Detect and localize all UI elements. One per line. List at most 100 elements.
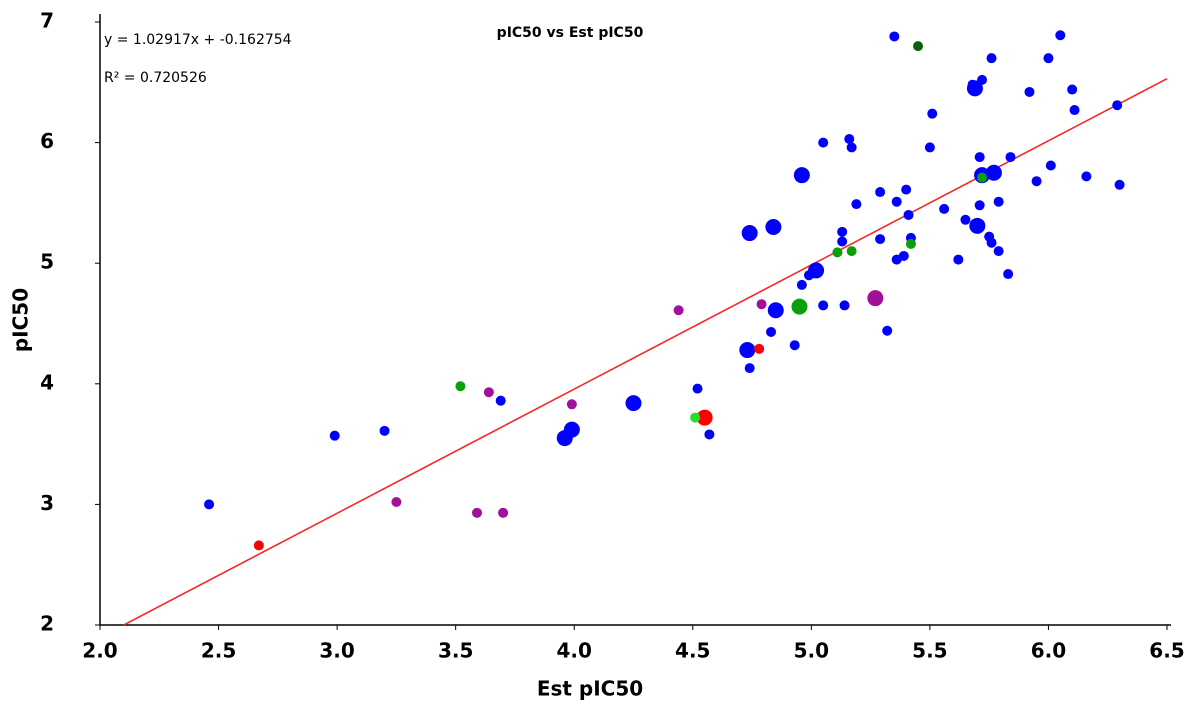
point [966,80,983,97]
point [379,425,390,436]
point [837,226,848,237]
point [985,164,1002,181]
point [1003,269,1014,280]
x-axis-title: Est pIC50 [537,677,643,701]
point [765,219,782,236]
point [905,238,916,249]
point [204,499,215,510]
point [846,142,857,153]
point [903,209,914,220]
annotation: y = 1.02917x + -0.162754 [104,32,292,48]
x-tick-label: 5.0 [794,639,829,663]
point [837,236,848,247]
y-tick-label: 4 [40,370,54,394]
point [960,214,971,225]
point [969,217,986,234]
x-tick-label: 3.5 [438,639,473,663]
point [741,225,758,242]
point [993,196,1004,207]
x-tick-label: 6.5 [1149,639,1184,663]
y-axis-title: pIC50 [9,288,33,352]
point [704,429,715,440]
point [832,247,843,258]
point [913,41,924,52]
point [1081,171,1092,182]
point [875,187,886,198]
point [898,250,909,261]
x-tick-label: 3.0 [319,639,354,663]
annotation: R² = 0.720526 [104,70,207,86]
point [844,133,855,144]
point [808,262,825,279]
point [953,254,964,265]
point [846,246,857,257]
point [329,430,340,441]
point [1114,179,1125,190]
point [673,305,684,316]
point [789,340,800,351]
point [625,395,642,412]
point [924,142,935,153]
point [977,172,988,183]
point [986,237,997,248]
point [566,399,577,410]
point [796,279,807,290]
point [818,300,829,311]
point [927,108,938,119]
x-tick-label: 5.5 [912,639,947,663]
x-tick-label: 4.5 [675,639,710,663]
x-tick-label: 2.0 [82,639,117,663]
point [791,298,808,315]
point [793,167,810,184]
point [1043,53,1054,64]
point [690,412,701,423]
y-tick-label: 5 [40,250,54,274]
point [974,200,985,211]
chart-title: pIC50 vs Est pIC50 [497,25,644,41]
point [744,363,755,374]
point [939,203,950,214]
point [974,152,985,163]
point [1069,105,1080,116]
point [818,137,829,148]
point [851,199,862,210]
point [253,540,264,551]
point [754,343,765,354]
y-tick-label: 7 [40,9,54,33]
point [1112,100,1123,111]
x-tick-label: 2.5 [201,639,236,663]
point [563,421,580,438]
point [882,325,893,336]
point [766,326,777,337]
y-tick-label: 3 [40,491,54,515]
y-tick-label: 6 [40,129,54,153]
x-tick-label: 6.0 [1031,639,1066,663]
point [1031,176,1042,187]
point [756,299,767,310]
point [696,409,713,426]
point [1055,30,1066,41]
y-tick-label: 2 [40,612,54,636]
point [993,246,1004,257]
x-tick-label: 4.0 [557,639,592,663]
point [1067,84,1078,95]
point [1005,152,1016,163]
point [739,342,756,359]
point [483,387,494,398]
point [1045,160,1056,171]
point [986,53,997,64]
point [455,381,466,392]
point [839,300,850,311]
point [495,395,506,406]
point [498,507,509,518]
point [889,31,900,42]
point [472,507,483,518]
point [901,184,912,195]
point [692,383,703,394]
point [1024,86,1035,97]
point [391,496,402,507]
point [891,196,902,207]
point [867,290,884,307]
point [767,302,784,319]
